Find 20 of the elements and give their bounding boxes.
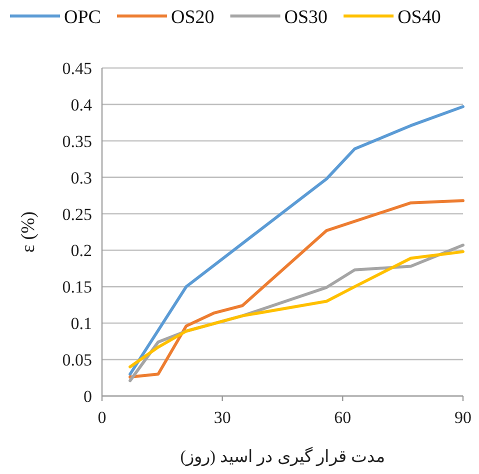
y-tick-label: 0.15 [62, 278, 92, 297]
y-tick-label: 0.35 [62, 132, 92, 151]
legend-label: OS20 [170, 7, 214, 28]
x-tick-label: 60 [334, 408, 352, 427]
y-tick-label: 0.1 [70, 314, 92, 334]
y-tick-label: 0 [84, 387, 92, 406]
y-tick-label: 0.4 [70, 95, 92, 114]
legend-label: OS30 [284, 7, 328, 28]
x-tick-label: 90 [454, 408, 472, 427]
y-tick-label: 0.05 [62, 350, 92, 370]
y-tick-label: 0.2 [70, 241, 92, 260]
y-tick-label: 0.3 [70, 168, 92, 188]
legend-label: OS40 [398, 7, 441, 28]
y-axis-title: ε (%) [18, 211, 39, 253]
x-tick-label: 30 [214, 408, 231, 427]
legend-label: OPC [64, 7, 101, 28]
x-axis-title: مدت قرار گیری در اسید (روز) [180, 446, 385, 467]
y-tick-label: 0.25 [62, 204, 92, 224]
x-tick-label: 0 [98, 408, 106, 427]
y-tick-label: 0.45 [62, 59, 92, 78]
